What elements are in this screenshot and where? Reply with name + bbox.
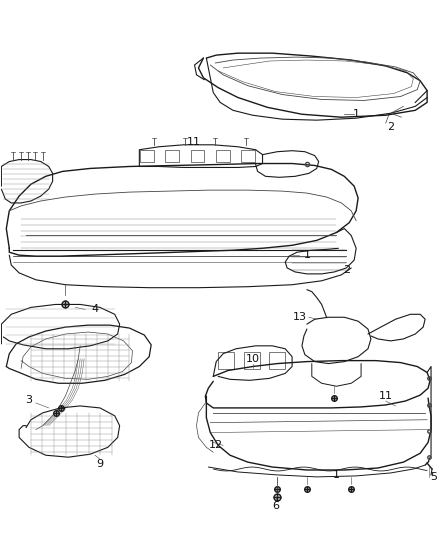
Bar [191, 150, 205, 161]
Bar [241, 150, 254, 161]
Text: 5: 5 [430, 472, 437, 482]
Text: 3: 3 [25, 395, 32, 405]
Bar [269, 352, 285, 369]
Text: 1: 1 [353, 109, 360, 119]
Bar [244, 352, 260, 369]
Text: 4: 4 [92, 304, 99, 314]
Text: 2: 2 [387, 122, 394, 132]
Text: 2: 2 [343, 265, 350, 275]
Bar [216, 150, 230, 161]
Text: 11: 11 [379, 391, 393, 401]
Text: 9: 9 [96, 459, 103, 469]
Text: 13: 13 [293, 312, 307, 322]
Bar [140, 150, 154, 161]
Text: 6: 6 [272, 502, 279, 512]
Text: 11: 11 [187, 137, 201, 147]
Text: 12: 12 [209, 440, 223, 450]
Text: 1: 1 [304, 250, 311, 260]
Text: 10: 10 [246, 353, 260, 364]
Bar [166, 150, 179, 161]
Text: 1: 1 [333, 470, 340, 480]
Bar [218, 352, 234, 369]
